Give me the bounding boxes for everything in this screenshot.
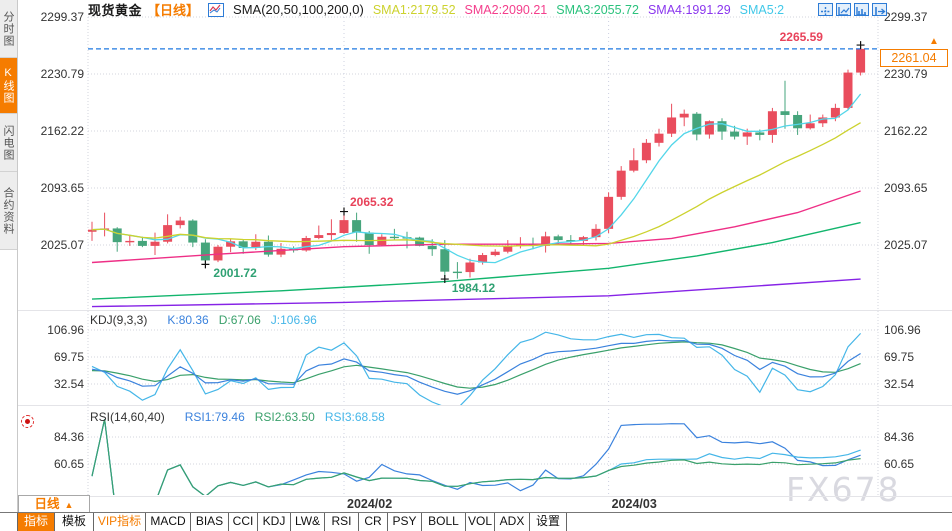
axis-label: 69.75	[884, 350, 915, 364]
sma-value: SMA2:2090.21	[464, 3, 548, 17]
axis-label: 106.96	[47, 323, 84, 337]
sidebar-tab-4[interactable]: 合约资料	[0, 172, 17, 250]
current-price-tag: 2261.04	[880, 49, 948, 67]
axis-label: 2162.22	[884, 124, 928, 138]
price-annotation: 2265.59	[779, 30, 823, 45]
bottom-tab-CCI[interactable]: CCI	[229, 513, 258, 531]
fx678-watermark: FX678	[786, 470, 901, 509]
indicator-value: D:67.06	[218, 313, 261, 327]
axis-label: 2162.22	[40, 124, 84, 138]
period-selector-label: 日线	[34, 497, 60, 511]
bottom-tab-CR[interactable]: CR	[359, 513, 388, 531]
price-annotation: 1984.12	[451, 281, 496, 296]
indicator-value: RSI2:63.50	[254, 410, 315, 424]
axis-label: 2093.65	[884, 181, 928, 195]
axis-label: 2025.07	[884, 238, 928, 252]
indicator-value: RSI1:79.46	[184, 410, 245, 424]
chart-toolbar	[818, 3, 887, 16]
bottom-tab-MACD[interactable]: MACD	[146, 513, 191, 531]
bottom-tab-KDJ[interactable]: KDJ	[258, 513, 291, 531]
bottom-tab-BIAS[interactable]: BIAS	[191, 513, 229, 531]
x-axis-month-label: 2024/02	[347, 497, 393, 511]
rsi-title: RSI(14,60,40)	[90, 410, 165, 424]
bottom-tab-ADX[interactable]: ADX	[495, 513, 530, 531]
axis-label: 60.65	[53, 457, 84, 471]
kdj-title: KDJ(9,3,3)	[90, 313, 148, 327]
chevron-up-icon: ▲	[64, 500, 74, 510]
axis-label: 2230.79	[40, 67, 84, 81]
tabbar-spacer	[0, 513, 18, 531]
indicator-chart-icon	[208, 2, 225, 17]
exit-chart-icon[interactable]	[872, 3, 887, 16]
sma-value: SMA5:2	[739, 3, 785, 17]
symbol-title: 现货黄金	[88, 3, 143, 18]
sma-values: SMA1:2179.52 SMA2:2090.21 SMA3:2055.72 SMA4…	[373, 2, 793, 17]
bottom-tab-LW&[interactable]: LW&	[291, 513, 325, 531]
axis-label: 2025.07	[40, 238, 84, 252]
chart-scale-icon[interactable]	[854, 3, 869, 16]
rsi-values: RSI1:79.46 RSI2:63.50 RSI3:68.58	[175, 410, 385, 424]
axis-label: 2299.37	[40, 10, 84, 24]
axis-label: 60.65	[884, 457, 915, 471]
sma-value: SMA1:2179.52	[372, 3, 456, 17]
bottom-tab-RSI[interactable]: RSI	[325, 513, 359, 531]
sidebar-tab-2[interactable]: K线图	[0, 58, 17, 114]
sma-value: SMA4:1991.29	[647, 3, 731, 17]
axis-label: 32.54	[53, 377, 84, 391]
axis-zoom-icon[interactable]	[836, 3, 851, 16]
indicator-tab-bar: 指标 模板 VIP指标 MACD BIAS CCI KDJ LW& RSI CR PSY BOLL VO…	[0, 512, 952, 531]
axis-label: 84.36	[53, 430, 84, 444]
axis-label: 32.54	[884, 377, 915, 391]
price-annotation: 2001.72	[213, 266, 257, 281]
price-up-arrow-icon: ▲	[929, 36, 939, 47]
bottom-tab-指标[interactable]: 指标	[18, 513, 55, 531]
axis-label: 2093.65	[40, 181, 84, 195]
indicator-value: J:106.96	[270, 313, 317, 327]
sma-value: SMA3:2055.72	[556, 3, 639, 17]
axis-label: 2230.79	[884, 67, 928, 81]
rsi-panel-header: RSI(14,60,40) RSI1:79.46 RSI2:63.50 RSI3:68…	[90, 410, 385, 424]
indicator-value: RSI3:68.58	[324, 410, 385, 424]
period-selector-button[interactable]: 日线 ▲	[18, 495, 90, 513]
kdj-panel-header: KDJ(9,3,3) K:80.36 D:67.06 J:106.96	[90, 313, 317, 327]
left-sidebar: 分时图 K线图 闪电图 合约资料	[0, 0, 18, 531]
bottom-tab-VIP指标[interactable]: VIP指标	[94, 513, 146, 531]
axis-label: 69.75	[53, 350, 84, 364]
sidebar-tab-1[interactable]: 分时图	[0, 0, 17, 58]
crosshair-pan-icon[interactable]	[818, 3, 833, 16]
axis-label: 2299.37	[884, 10, 928, 24]
axis-label: 106.96	[884, 323, 921, 337]
bottom-tab-设置[interactable]: 设置	[530, 513, 567, 531]
indicator-value: K:80.36	[167, 313, 209, 327]
price-annotation: 2065.32	[350, 194, 394, 209]
period-tag: 【日线】	[147, 3, 200, 18]
kdj-values: K:80.36 D:67.06 J:106.96	[157, 313, 316, 327]
chart-header: 现货黄金 【日线】 SMA(20,50,100,200,0) SMA1:2179…	[88, 1, 793, 18]
bottom-tab-VOL[interactable]: VOL	[466, 513, 495, 531]
bottom-tab-PSY[interactable]: PSY	[388, 513, 422, 531]
bottom-tab-BOLL[interactable]: BOLL	[422, 513, 466, 531]
live-hot-icon[interactable]	[21, 415, 34, 428]
indicator-label: SMA(20,50,100,200,0)	[233, 2, 364, 17]
x-axis-month-label: 2024/03	[611, 497, 657, 511]
sidebar-tab-3[interactable]: 闪电图	[0, 114, 17, 172]
bottom-tab-模板[interactable]: 模板	[55, 513, 94, 531]
axis-label: 84.36	[884, 430, 915, 444]
